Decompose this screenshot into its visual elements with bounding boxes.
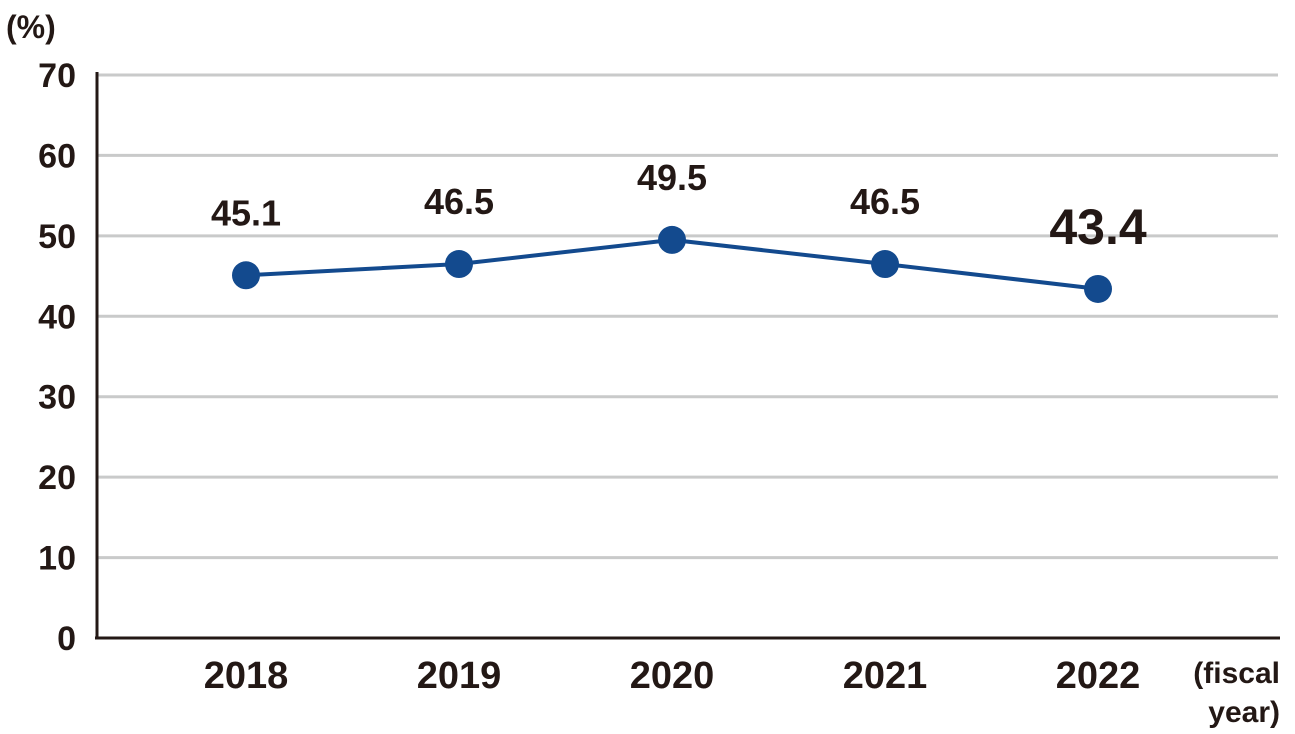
x-tick-label: 2021 (843, 655, 928, 697)
data-series (232, 225, 1112, 303)
x-axis-unit-line-1: (fiscal (1193, 657, 1280, 690)
data-label: 46.5 (424, 181, 494, 222)
x-tick-label: 2019 (417, 655, 502, 697)
data-point (1084, 274, 1112, 303)
x-tick-label: 2022 (1056, 655, 1141, 697)
y-tick-label: 0 (57, 620, 76, 658)
data-label: 49.5 (637, 157, 707, 198)
data-point (658, 225, 686, 254)
y-tick-label: 40 (38, 298, 76, 336)
x-axis-unit-line-2: year) (1208, 696, 1280, 729)
data-point (232, 261, 260, 290)
y-tick-labels: 0 10 20 30 40 50 60 70 (38, 57, 76, 658)
gridlines (97, 73, 1278, 560)
x-tick-label: 2018 (204, 655, 289, 697)
y-tick-label: 60 (38, 137, 76, 175)
y-axis-unit: (%) (6, 9, 56, 45)
y-tick-label: 50 (38, 218, 76, 256)
y-tick-label: 30 (38, 379, 76, 417)
y-tick-label: 20 (38, 459, 76, 497)
y-tick-label: 10 (38, 540, 76, 578)
data-point (445, 250, 473, 279)
data-label: 46.5 (850, 181, 920, 222)
data-label: 45.1 (211, 192, 281, 233)
data-label: 43.4 (1049, 199, 1147, 255)
y-tick-label: 70 (38, 57, 76, 95)
x-tick-labels: 2018 2019 2020 2021 2022 (204, 655, 1141, 697)
data-point (871, 250, 899, 279)
x-tick-label: 2020 (630, 655, 715, 697)
data-labels: 45.1 46.5 49.5 46.5 43.4 (211, 157, 1147, 255)
